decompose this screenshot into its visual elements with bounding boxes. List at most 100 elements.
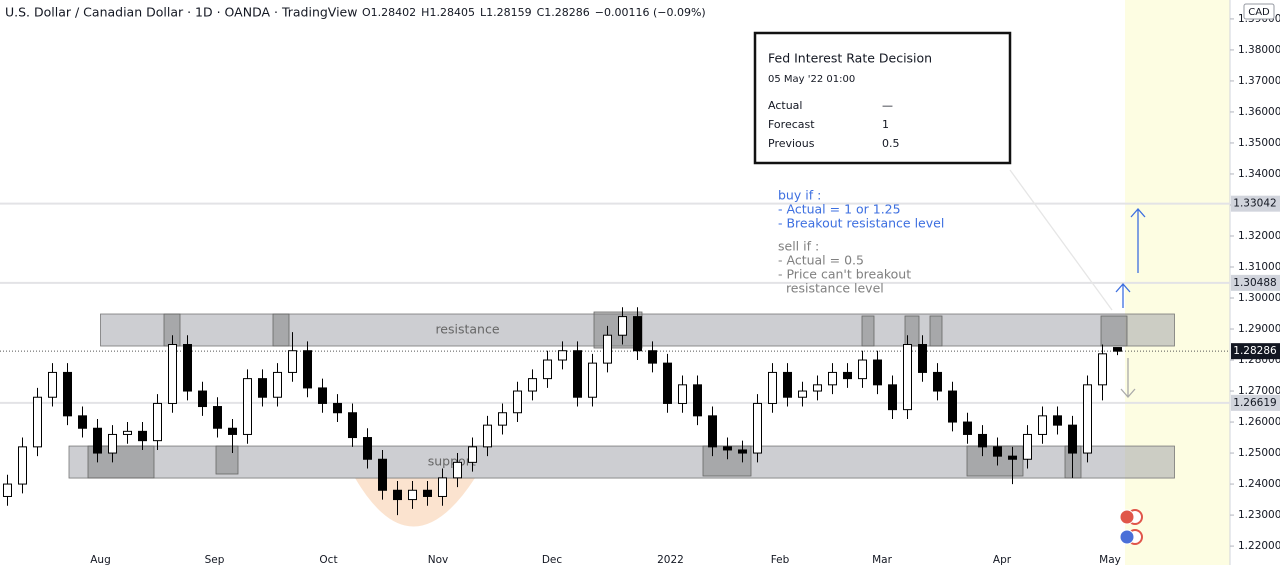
ohlc-value: 1.28405 (429, 6, 475, 19)
candle-body (543, 359, 552, 380)
highlight-box (215, 445, 239, 475)
y-tick-label: 1.38000 (1238, 44, 1280, 56)
ohlc-readout: O1.28402 H1.28405 L1.28159 C1.28286 −0.00116… (362, 6, 706, 19)
candle-body (78, 415, 87, 429)
y-tick-label: 1.31000 (1238, 261, 1280, 273)
buy-note: - Breakout resistance level (778, 216, 944, 231)
y-tick-label: 1.27000 (1238, 385, 1280, 397)
candle-body (723, 446, 732, 451)
candle-body (393, 489, 402, 501)
price-tag (1231, 195, 1280, 212)
highlight-box (929, 315, 943, 347)
candle-body (483, 424, 492, 448)
candle-body (603, 334, 612, 364)
candle-body (888, 384, 897, 411)
price-tag (1231, 394, 1280, 411)
notes: buy if :- Actual = 1 or 1.25- Breakout r… (778, 188, 944, 296)
candle-body (528, 378, 537, 392)
candle-body (468, 446, 477, 463)
ohlc-prefix: L (480, 6, 487, 19)
y-tick-label: 1.26000 (1238, 416, 1280, 428)
candle-body (258, 378, 267, 398)
candle-body (378, 458, 387, 491)
candle-body (978, 433, 987, 448)
y-tick-label: 1.36000 (1238, 106, 1280, 118)
popup-box (753, 31, 1012, 165)
candle-body (183, 344, 192, 392)
candle-body (153, 402, 162, 442)
candle-body (108, 433, 117, 454)
candle-body (873, 359, 882, 386)
candle-body (48, 371, 57, 398)
event-title: Fed Interest Rate Decision (768, 51, 932, 66)
candle-body (918, 344, 927, 373)
candle-body (1098, 353, 1107, 386)
candle-body (663, 362, 672, 404)
candle-body (408, 489, 417, 501)
y-tick-label: 1.37000 (1238, 75, 1280, 87)
candle-body (1113, 347, 1122, 352)
candle-body (633, 316, 642, 352)
x-tick-label: Nov (428, 554, 449, 565)
candle-body (168, 344, 177, 404)
candle-body (363, 437, 372, 460)
y-tick-label: 1.34000 (1238, 168, 1280, 180)
event-row-label: Forecast (768, 118, 815, 131)
candle-body (1083, 384, 1092, 454)
x-tick-label: Feb (771, 554, 790, 565)
x-tick-label: Oct (319, 554, 337, 565)
candle-body (693, 384, 702, 417)
up-arrow (1130, 208, 1146, 273)
candle-body (3, 483, 12, 497)
candle-body (708, 415, 717, 448)
zone-label: support (428, 454, 476, 469)
price-axis: 1.22000 1.23000 1.24000 1.25000 1.26000 1.270… (1230, 13, 1280, 552)
price-tag-label: 1.28286 (1233, 345, 1277, 357)
candle-body (423, 489, 432, 497)
candle-body (588, 362, 597, 398)
candle-body (933, 371, 942, 392)
candle-body (1053, 415, 1062, 426)
down-arrow (1120, 358, 1136, 398)
candle-body (333, 402, 342, 414)
price-tag (1231, 343, 1280, 360)
candle-body (318, 387, 327, 404)
y-tick-label: 1.29000 (1238, 323, 1280, 335)
x-tick-label: Sep (205, 554, 225, 565)
highlight-box (272, 313, 290, 347)
event-row-label: Previous (768, 137, 815, 150)
highlight-box (861, 315, 875, 347)
buy-note: - Actual = 1 or 1.25 (778, 202, 901, 217)
event-row-value: 1 (882, 118, 889, 131)
candle-body (738, 449, 747, 454)
candle-body (678, 384, 687, 404)
y-tick-label: 1.35000 (1238, 137, 1280, 149)
candle-body (138, 430, 147, 442)
y-tick-label: 1.23000 (1238, 509, 1280, 521)
candle-body (498, 412, 507, 426)
candle-body (243, 378, 252, 435)
candle-body (813, 384, 822, 392)
connector (1009, 169, 1113, 311)
candle-body (33, 396, 42, 448)
currency: CAD (1248, 7, 1270, 18)
y-tick-label: 1.30000 (1238, 292, 1280, 304)
candle-body (18, 446, 27, 485)
up-arrow (1115, 283, 1131, 308)
ohlc-prefix: C (537, 6, 545, 19)
x-tick-label: Apr (993, 554, 1012, 565)
candle-body (648, 350, 657, 364)
candle-body (843, 371, 852, 380)
candle-body (288, 350, 297, 373)
candle-body (963, 421, 972, 435)
candle-body (438, 477, 447, 497)
flag-icon (1119, 529, 1135, 545)
sell-note: resistance level (778, 281, 884, 296)
candle-body (858, 359, 867, 380)
candle-body (198, 390, 207, 408)
candle-body (798, 390, 807, 398)
ohlc-value: 1.28286 (544, 6, 590, 19)
candle-body (783, 371, 792, 398)
zone-label: resistance (435, 322, 499, 337)
